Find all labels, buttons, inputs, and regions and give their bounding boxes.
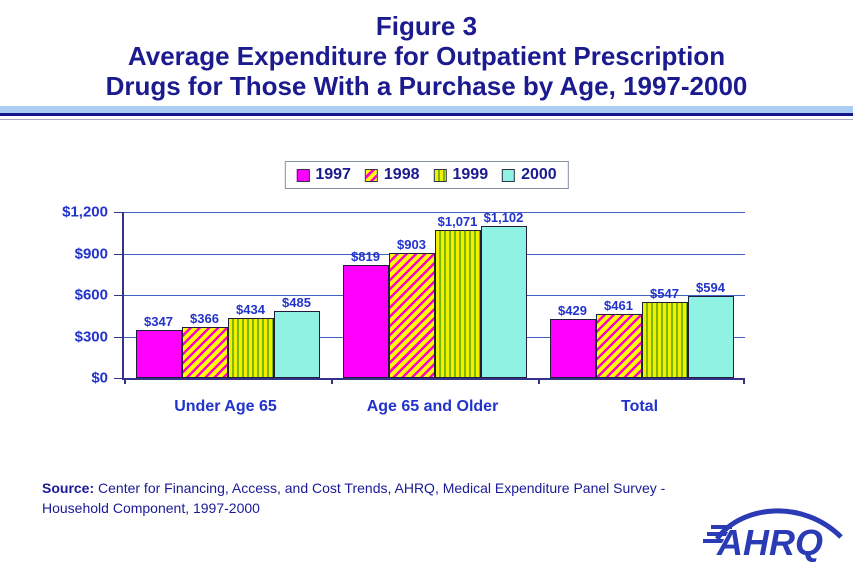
title-line-2: Average Expenditure for Outpatient Presc… [127,41,726,71]
bar-1999-Age 65 and Older: $1,071 [434,214,481,378]
bar-1998-Total: $461 [595,298,642,378]
bar-2000-Total: $594 [687,280,734,378]
legend-item-1999: 1999 [433,166,489,184]
bar-1997-Age 65 and Older: $819 [342,249,389,378]
y-axis-label: $900 [74,245,108,262]
category-label-Total: Total [620,398,659,415]
bar-value-label: $429 [558,303,587,318]
divider-gray-line [0,119,853,120]
y-tick-$300 [114,336,124,338]
source-note: Source: Center for Financing, Access, an… [42,478,822,518]
y-axis-label: $600 [74,286,108,304]
bar-slot: $461 [595,298,642,378]
y-tick-$1,200 [114,212,124,213]
bar-slot: $429 [549,303,596,378]
y-tick-$900 [114,253,124,255]
y-axis-label: $300 [74,328,108,345]
source-text-line1: Center for Financing, Access, and Cost T… [94,480,666,496]
bar-value-label: $819 [351,249,380,264]
bar-value-label: $1,102 [483,210,524,225]
ahrq-logo-graphic: AHRQ [703,508,843,564]
bar-1997-Total: $429 [549,303,596,378]
bar-slot: $347 [135,314,182,378]
plot-area: $0 $300 $600 $900 $1,200 $347 $366 $434 $485 $819… [62,204,745,387]
category-axis-labels: Under Age 65 Age 65 and Older Total [122,398,743,416]
logo-speed-lines [703,525,732,543]
chart-legend: 1997 1998 1999 2000 [284,161,569,189]
bar-slot: $434 [227,302,274,378]
bar-value-label: $485 [282,295,311,310]
x-tick [538,378,540,384]
bar-slot: $903 [388,237,435,378]
legend-swatch-1997 [296,168,310,182]
bar-slot: $594 [687,280,734,378]
bar-1999-Under Age 65: $434 [227,302,274,378]
logo-text: AHRQ [716,522,823,563]
bar-slot: $485 [273,295,320,378]
x-tick [124,378,126,384]
y-axis-label: $1,200 [62,203,108,221]
bar-group-Age 65 and Older: $819 $903 $1,071 $1,102 [331,210,538,378]
bar-1998-Under Age 65: $366 [181,311,228,378]
legend-label-1997: 1997 [315,166,351,183]
bar-value-label: $594 [696,280,725,295]
bar-group-Under Age 65: $347 $366 $434 $485 [124,212,331,378]
ahrq-logo: AHRQ [697,503,847,570]
category-label-Age 65 and Older: Age 65 and Older [366,398,499,415]
bar-2000-Age 65 and Older: $1,102 [480,210,527,378]
bar-value-label: $903 [397,237,426,252]
bar-value-label: $366 [190,311,219,326]
bar-1998-Age 65 and Older: $903 [388,237,435,378]
divider-lightblue-band [0,106,853,113]
divider-gap [0,116,853,119]
legend-swatch-1999 [433,168,447,182]
bar-value-label: $434 [236,302,265,317]
legend-label-1999: 1999 [452,166,489,183]
bar-value-label: $461 [604,298,633,313]
y-tick-$0 [114,378,124,379]
legend-swatch-2000 [502,168,516,182]
bar-1999-Total: $547 [641,286,688,378]
bar-2000-Under Age 65: $485 [273,295,320,378]
bar-slot: $1,102 [480,210,527,378]
legend-label-1998: 1998 [383,166,420,183]
bar-slot: $547 [641,286,688,378]
bar-1997-Under Age 65: $347 [135,314,182,378]
y-axis-label: $0 [91,369,108,387]
gridline-$1,200 [124,212,745,213]
bar-slot: $366 [181,311,228,378]
x-tick [743,378,745,384]
title-line-3: Drugs for Those With a Purchase by Age, … [105,71,748,101]
legend-item-2000: 2000 [502,166,557,184]
bar-group-Total: $429 $461 $547 $594 [538,212,745,378]
bar-value-label: $547 [650,286,679,301]
title-line-figure: Figure 3 [375,11,478,41]
bar-value-label: $1,071 [437,214,478,229]
legend-label-2000: 2000 [521,166,557,183]
source-label: Source: [42,480,95,496]
divider-navy-line [0,113,853,116]
source-text-line2: Household Component, 1997-2000 [42,500,260,516]
legend-swatch-1998 [364,168,378,182]
bar-value-label: $347 [144,314,173,329]
bar-slot: $819 [342,249,389,378]
category-label-Under Age 65: Under Age 65 [174,398,277,415]
bar-chart: $0 $300 $600 $900 $1,200 $347 $366 $434 $485 $819… [62,204,745,415]
title-divider [0,106,853,120]
chart-title: Figure 3 Average Expenditure for Outpati… [0,0,853,101]
bar-slot: $1,071 [434,214,481,378]
y-tick-$600 [114,295,124,296]
legend-item-1997: 1997 [296,166,351,184]
legend-item-1998: 1998 [364,166,420,184]
x-tick [331,378,333,384]
